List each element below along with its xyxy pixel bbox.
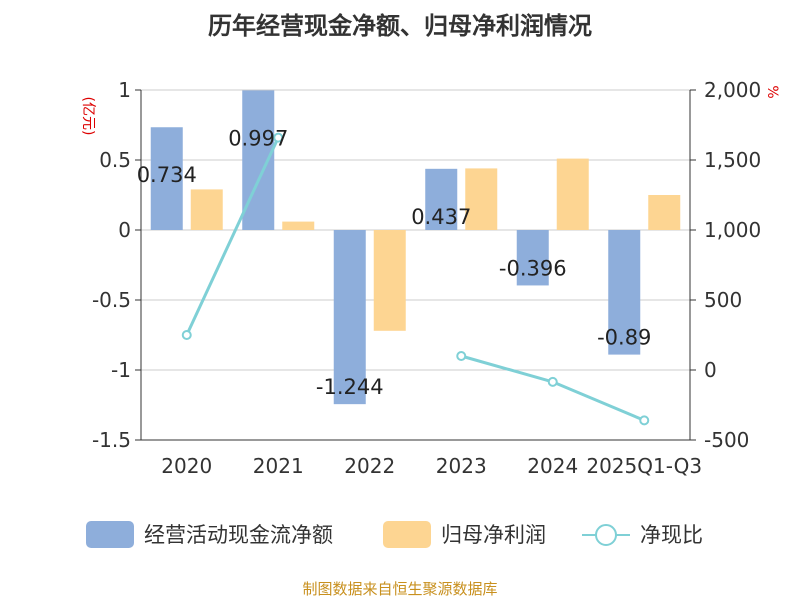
x-axis-tick-label: 2022 (344, 454, 395, 478)
grid-layer (141, 89, 690, 441)
legend-swatch-operating-cashflow (86, 521, 134, 548)
right-axis-tick-label: 1,000 (704, 218, 761, 242)
x-axis-tick-label: 2025Q1-Q3 (586, 454, 702, 478)
right-axis-tick-label: 2,000 (704, 78, 761, 102)
left-axis-unit: (亿元) (80, 97, 96, 136)
bar-operating-cashflow[interactable] (425, 168, 458, 230)
bar-value-label: 0.997 (228, 126, 288, 150)
right-axis-tick-label: -500 (704, 428, 749, 452)
line-point-cash-ratio[interactable] (273, 132, 284, 143)
bar-value-label: -0.396 (499, 256, 567, 280)
legend-swatch-net-profit (383, 521, 431, 548)
legend-item-operating-cashflow[interactable]: 经营活动现金流净额 (86, 521, 333, 548)
bar-value-label: 0.437 (411, 205, 471, 229)
left-axis-tick-label: -1.5 (92, 428, 131, 452)
axis-layer: 10.50-0.5-1-1.52,0001,5001,0005000-50020… (92, 78, 761, 478)
line-point-cash-ratio[interactable] (639, 415, 650, 426)
left-axis-tick-label: 1 (118, 78, 131, 102)
legend: 经营活动现金流净额 归母净利润 净现比 (86, 521, 703, 548)
line-layer (181, 132, 650, 426)
left-axis-tick-label: 0.5 (99, 148, 131, 172)
label-layer: 0.734 0.997 -1.244 0.437 -0.396 -0.89 (137, 126, 652, 399)
right-axis-unit: % (764, 85, 780, 98)
bar-operating-cashflow[interactable] (333, 230, 366, 405)
right-axis-tick-label: 500 (704, 288, 742, 312)
bar-value-label: 0.734 (137, 163, 197, 187)
line-point-cash-ratio[interactable] (547, 376, 558, 387)
right-axis-tick-label: 1,500 (704, 148, 761, 172)
legend-item-cash-ratio[interactable]: 净现比 (582, 523, 703, 547)
line-cash-ratio[interactable] (185, 136, 280, 336)
legend-marker-cash-ratio (595, 524, 617, 546)
x-axis-tick-label: 2020 (161, 454, 212, 478)
bar-net-profit[interactable] (648, 195, 681, 230)
bar-net-profit[interactable] (556, 158, 589, 230)
bar-value-label: -0.89 (597, 326, 651, 350)
x-axis-tick-label: 2024 (527, 454, 578, 478)
chart-title: 历年经营现金净额、归母净利润情况 (208, 12, 592, 40)
right-axis-tick-label: 0 (704, 358, 717, 382)
bar-net-profit[interactable] (190, 189, 223, 230)
bar-operating-cashflow[interactable] (516, 230, 549, 286)
legend-label-operating-cashflow: 经营活动现金流净额 (144, 523, 333, 547)
bar-layer (150, 90, 681, 405)
bar-net-profit[interactable] (282, 221, 315, 230)
legend-label-cash-ratio: 净现比 (640, 523, 703, 547)
source-note: 制图数据来自恒生聚源数据库 (302, 580, 497, 598)
line-point-cash-ratio[interactable] (456, 351, 467, 361)
line-point-cash-ratio[interactable] (181, 330, 192, 340)
legend-item-net-profit[interactable]: 归母净利润 (383, 521, 546, 548)
bar-operating-cashflow[interactable] (242, 90, 275, 230)
left-axis-tick-label: -0.5 (92, 288, 131, 312)
x-axis-tick-label: 2023 (436, 454, 487, 478)
bar-net-profit[interactable] (465, 168, 498, 230)
bar-operating-cashflow[interactable] (150, 127, 183, 230)
x-axis-tick-label: 2021 (253, 454, 304, 478)
legend-label-net-profit: 归母净利润 (441, 523, 546, 547)
left-axis-tick-label: -1 (111, 358, 131, 382)
left-axis-tick-label: 0 (118, 218, 131, 242)
bar-value-label: -1.244 (316, 375, 384, 399)
line-cash-ratio[interactable] (460, 354, 645, 422)
bar-operating-cashflow[interactable] (608, 230, 641, 355)
bar-net-profit[interactable] (373, 230, 406, 331)
